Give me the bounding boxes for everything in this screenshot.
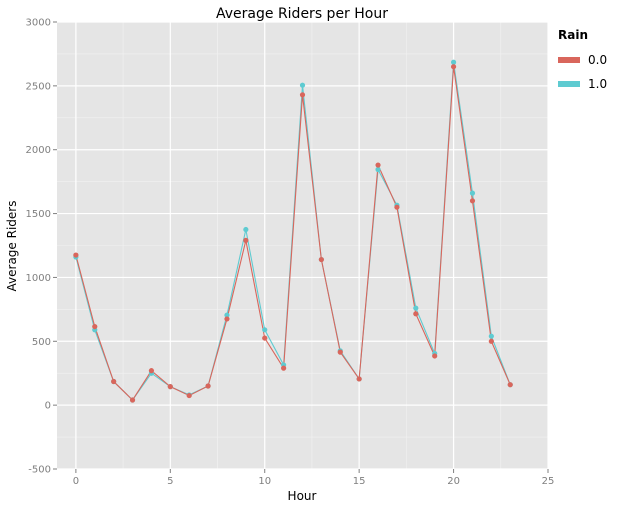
legend: Rain 0.0 1.0 bbox=[558, 28, 607, 91]
data-point-0.0 bbox=[111, 378, 117, 385]
data-point-1.0 bbox=[375, 166, 381, 173]
data-point-0.0 bbox=[92, 323, 98, 330]
data-point-1.0 bbox=[450, 59, 457, 65]
x-axis: 0 5 10 15 20 25 bbox=[73, 469, 555, 487]
major-gridlines bbox=[57, 21, 549, 470]
data-point-0.0 bbox=[205, 383, 211, 389]
data-point-0.0 bbox=[413, 311, 419, 317]
data-point-0.0 bbox=[129, 397, 136, 403]
minor-gridlines bbox=[57, 22, 548, 469]
data-point-0.0 bbox=[148, 368, 155, 374]
x-tick-label: 25 bbox=[542, 476, 555, 487]
y-tick-label: 500 bbox=[32, 337, 51, 348]
y-tick-label: 2500 bbox=[26, 81, 51, 92]
x-tick-label: 20 bbox=[447, 476, 460, 487]
data-point-1.0 bbox=[299, 82, 306, 88]
data-point-1.0 bbox=[243, 226, 249, 233]
data-point-0.0 bbox=[243, 237, 249, 243]
data-point-0.0 bbox=[394, 204, 400, 210]
y-axis-title: Average Riders bbox=[5, 201, 19, 292]
data-point-0.0 bbox=[375, 162, 381, 168]
data-point-0.0 bbox=[281, 365, 287, 371]
data-point-0.0 bbox=[224, 316, 230, 322]
legend-swatch bbox=[558, 81, 580, 87]
data-point-0.0 bbox=[488, 338, 494, 344]
data-point-1.0 bbox=[262, 327, 268, 333]
data-point-0.0 bbox=[356, 376, 362, 382]
data-point-1.0 bbox=[224, 312, 230, 318]
series-line-0.0 bbox=[75, 66, 511, 401]
y-tick-label: 3000 bbox=[26, 18, 51, 29]
data-point-0.0 bbox=[432, 353, 438, 359]
data-point-0.0 bbox=[73, 252, 79, 258]
data-point-0.0 bbox=[318, 256, 324, 263]
y-axis: -500 0 500 1000 1500 2000 2500 3000 bbox=[26, 18, 57, 476]
data-point-0.0 bbox=[299, 92, 306, 98]
data-point-0.0 bbox=[186, 392, 192, 399]
data-point-0.0 bbox=[167, 384, 173, 390]
legend-title: Rain bbox=[558, 28, 588, 42]
data-point-1.0 bbox=[413, 305, 419, 311]
legend-swatch bbox=[558, 57, 580, 63]
x-tick-label: 0 bbox=[73, 476, 79, 487]
data-point-0.0 bbox=[450, 64, 457, 70]
y-tick-label: 2000 bbox=[26, 145, 51, 156]
chart-title: Average Riders per Hour bbox=[216, 6, 388, 22]
legend-label: 1.0 bbox=[588, 77, 607, 91]
data-point-1.0 bbox=[488, 333, 494, 339]
data-point-1.0 bbox=[469, 190, 476, 196]
x-tick-label: 10 bbox=[258, 476, 271, 487]
x-tick-label: 15 bbox=[353, 476, 366, 487]
legend-label: 0.0 bbox=[588, 53, 607, 67]
data-point-0.0 bbox=[507, 382, 513, 388]
data-point-0.0 bbox=[262, 335, 268, 341]
x-axis-title: Hour bbox=[288, 489, 317, 503]
y-tick-label: 1500 bbox=[26, 209, 51, 220]
data-point-0.0 bbox=[469, 198, 476, 204]
series-layer bbox=[73, 59, 513, 403]
y-tick-label: 1000 bbox=[26, 273, 51, 284]
y-tick-label: -500 bbox=[28, 465, 51, 476]
x-tick-label: 5 bbox=[167, 476, 173, 487]
data-point-0.0 bbox=[337, 349, 343, 355]
y-tick-label: 0 bbox=[45, 401, 51, 412]
